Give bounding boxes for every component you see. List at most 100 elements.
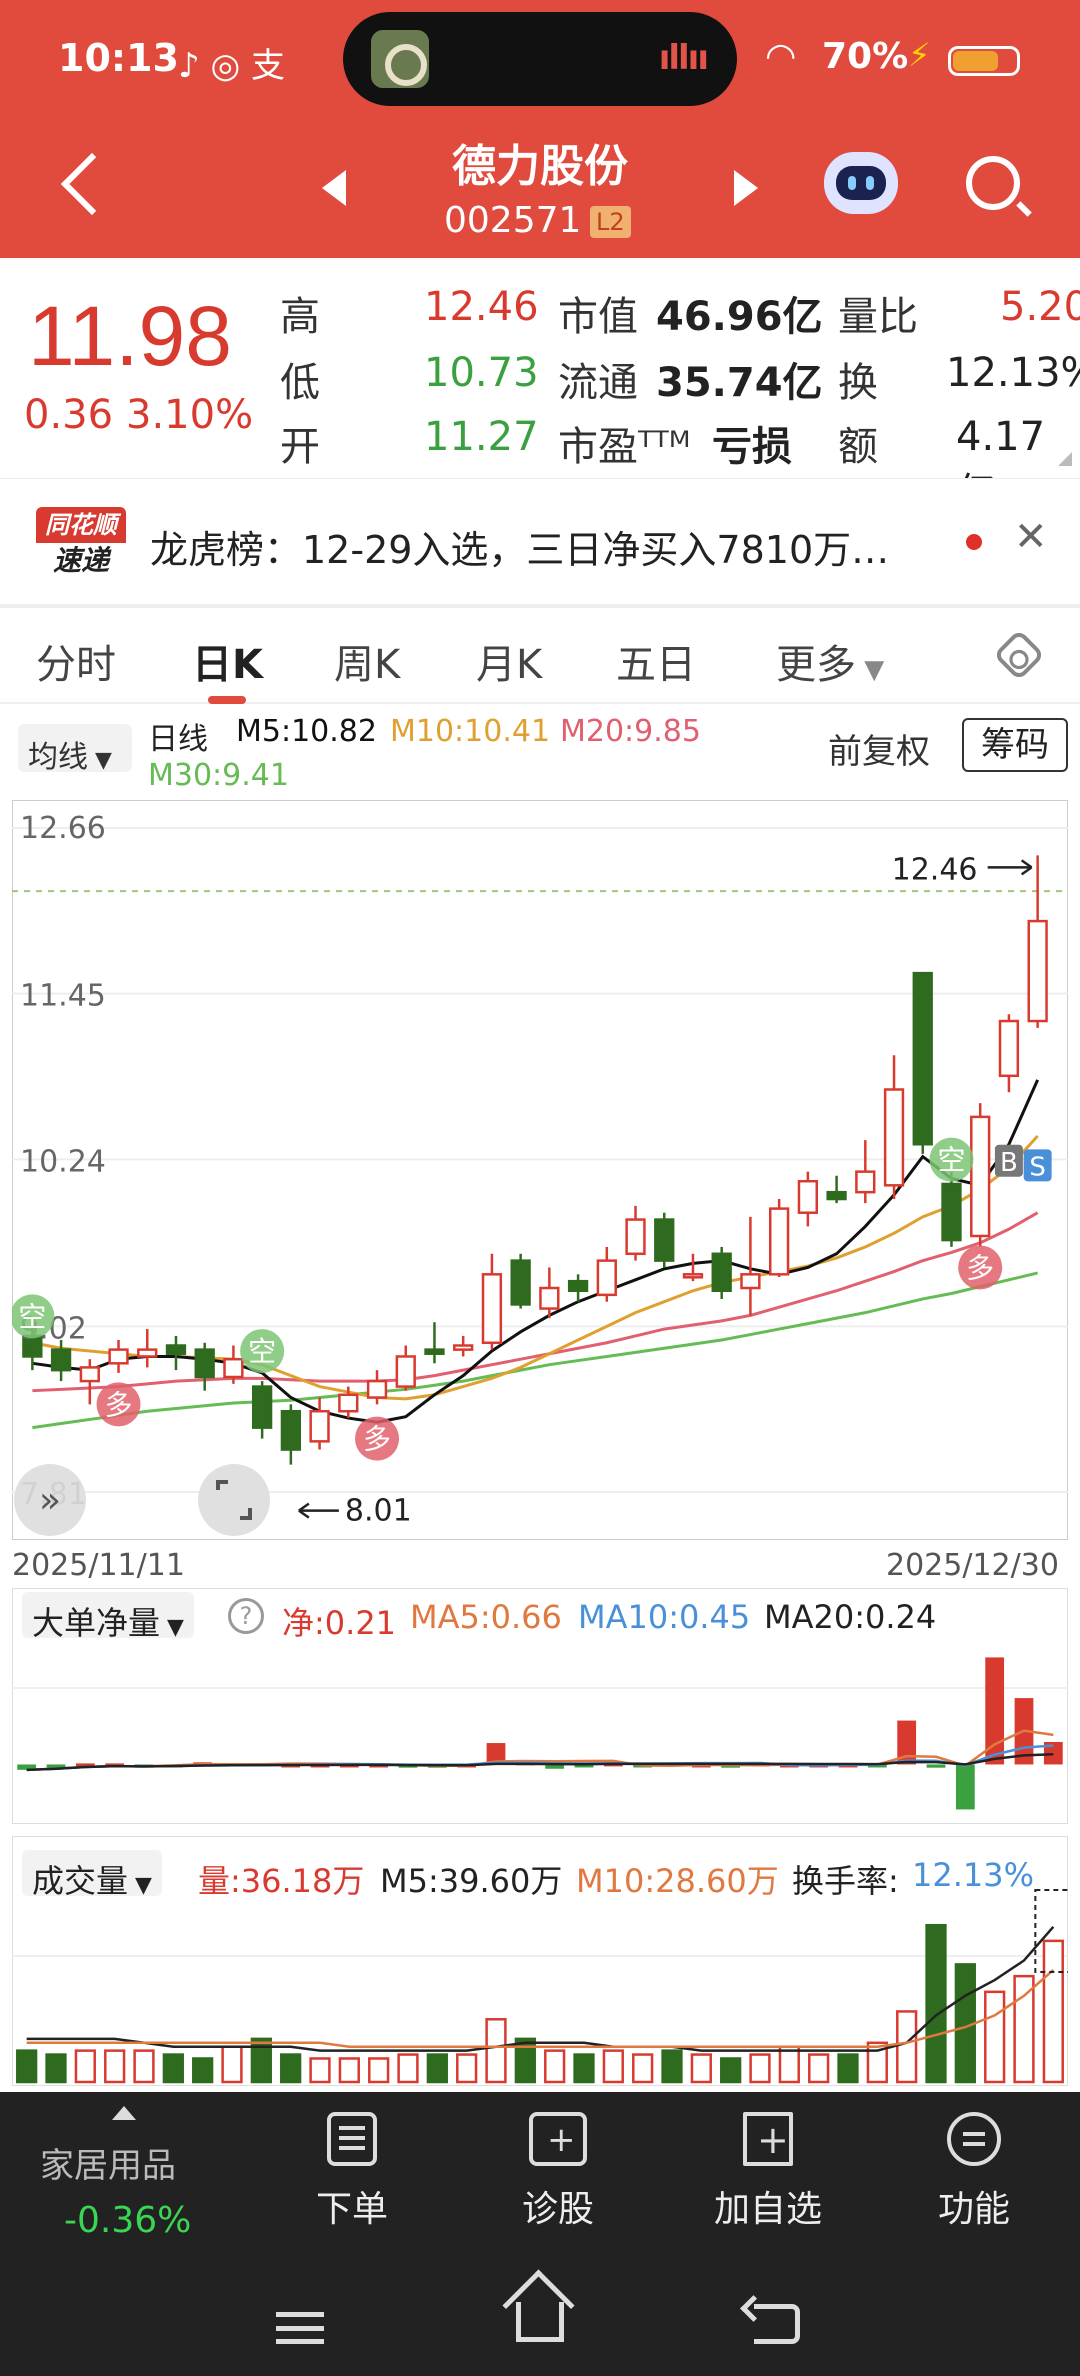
volume-bar-up — [778, 2045, 800, 2084]
fullscreen-button — [198, 1464, 270, 1536]
caret-down-icon: ▼ — [128, 1873, 152, 1898]
audio-wave-icon: ıllıı — [658, 38, 709, 78]
net-bar-positive — [985, 1657, 1005, 1765]
net-bar-negative — [545, 1764, 565, 1769]
ai-assistant-icon[interactable] — [824, 152, 898, 214]
volume-bar-down — [514, 2037, 536, 2084]
market-cap-value: 46.96亿 — [656, 294, 823, 340]
wifi-icon: ◠ — [765, 36, 797, 77]
volume-bar-up — [368, 2057, 390, 2084]
volume-bar-up — [1042, 1939, 1064, 2084]
diagnose-button[interactable]: + 诊股 — [488, 2112, 628, 2232]
candle-up — [137, 1348, 158, 1358]
duo-marker-bubble — [96, 1382, 141, 1427]
ma-selector[interactable]: 均线 ▼ — [18, 724, 132, 775]
volume-m10: M10:28.60万 — [576, 1862, 779, 1900]
candle-up — [998, 1019, 1020, 1078]
net-bar-negative — [955, 1764, 975, 1810]
volume-bar-down — [837, 2053, 859, 2084]
volume-bar-up — [485, 2018, 507, 2084]
home-icon[interactable] — [516, 2302, 564, 2342]
tab-more[interactable]: 更多 ▼ — [776, 632, 884, 690]
kong-marker-label: 空 — [18, 1300, 46, 1333]
volume-m10-line — [26, 1968, 1055, 2048]
candle-down — [280, 1409, 302, 1451]
volume-bar-up — [866, 2041, 888, 2084]
expand-corner-icon[interactable] — [1058, 452, 1072, 466]
status-bar: 10:13 ♪ ◎ 支 ıllıı ◠ 70% ⚡ — [0, 0, 1080, 122]
candle-up — [79, 1366, 100, 1383]
volume-bar-down — [573, 2053, 595, 2084]
add-watchlist-button[interactable]: + 加自选 — [698, 2112, 838, 2232]
ma20-line — [32, 1211, 1039, 1393]
order-button[interactable]: 下单 — [282, 2112, 422, 2232]
tab-monthly[interactable]: 月K — [476, 642, 543, 688]
news-ticker[interactable]: 同花顺 速递 龙虎榜：12-29入选，三日净买入7810万… — [0, 478, 1080, 604]
charging-icon: ⚡ — [908, 36, 931, 74]
search-icon[interactable] — [966, 156, 1020, 210]
candle-up — [223, 1357, 244, 1379]
tab-intraday[interactable]: 分时 — [36, 642, 116, 688]
ma20-label: M20:9.85 — [560, 714, 701, 749]
level2-badge[interactable]: L2 — [590, 206, 631, 238]
expand-up-icon[interactable] — [112, 2106, 136, 2120]
net-bar-negative — [926, 1764, 946, 1768]
candle-down — [711, 1252, 732, 1292]
help-icon[interactable]: ? — [228, 1598, 264, 1634]
net-indicator-selector[interactable]: 大单净量 ▼ — [22, 1592, 194, 1642]
kong-marker-label: 空 — [248, 1335, 276, 1368]
candle-up — [108, 1348, 129, 1365]
volume-indicator-selector[interactable]: 成交量 ▼ — [22, 1850, 162, 1900]
next-stock-icon[interactable] — [734, 170, 758, 206]
volume-bar-down — [280, 2053, 302, 2084]
volume-bar-down — [426, 2053, 448, 2084]
settings-icon[interactable] — [992, 628, 1046, 682]
active-tab-indicator — [208, 696, 246, 704]
volume-bar-up — [133, 2049, 155, 2084]
notification-icons: ♪ ◎ 支 — [178, 46, 285, 86]
volume-bar-down — [925, 1923, 947, 2084]
volume-bar-down — [250, 2037, 272, 2084]
price-change: 0.36 — [24, 392, 114, 438]
candle-up — [453, 1344, 474, 1351]
tab-weekly[interactable]: 周K — [334, 642, 401, 688]
stock-code: 002571 — [444, 200, 582, 241]
net-indicator-label: 大单净量 — [32, 1604, 161, 1642]
chart-frame — [12, 800, 1068, 1540]
adjust-button[interactable]: 前复权 — [828, 732, 930, 772]
volume-ratio-label: 量比 — [838, 294, 918, 340]
tab-daily[interactable]: 日K — [192, 642, 263, 688]
tab-five-day[interactable]: 五日 — [616, 642, 696, 688]
sector-name[interactable]: 家居用品 — [40, 2146, 176, 2186]
close-icon[interactable]: ✕ — [1014, 514, 1048, 560]
system-nav-bar — [0, 2292, 1080, 2376]
stock-name: 德力股份 — [452, 141, 628, 192]
chips-button[interactable]: 筹码 — [962, 718, 1068, 772]
candle-up — [625, 1218, 646, 1256]
function-label: 功能 — [937, 2189, 1010, 2230]
volume-chart[interactable] — [12, 1836, 1068, 2086]
period-label: 日线 — [148, 722, 208, 757]
sector-change: -0.36% — [64, 2200, 192, 2241]
selection-box — [1034, 1889, 1068, 1973]
prev-stock-icon[interactable] — [322, 170, 346, 206]
candle-up — [768, 1207, 790, 1276]
dynamic-island[interactable]: ıllıı — [343, 12, 737, 106]
function-button[interactable]: 功能 — [904, 2112, 1044, 2232]
net-bars — [12, 1657, 1068, 1810]
volume-bar-up — [690, 2053, 712, 2084]
recent-apps-icon[interactable] — [276, 2312, 324, 2344]
sell-tag-label: S — [1029, 1152, 1046, 1182]
candle-up — [395, 1355, 416, 1388]
kong-marker-bubble — [929, 1137, 974, 1182]
system-back-icon[interactable] — [754, 2304, 800, 2344]
ma30-line — [32, 1271, 1038, 1430]
high-value: 12.46 — [424, 284, 539, 330]
quote-panel: 11.98 0.36 3.10% 高 12.46 市值 46.96亿 量比 5.… — [0, 258, 1080, 516]
news-text[interactable]: 龙虎榜：12-29入选，三日净买入7810万… — [150, 528, 890, 572]
candle-up — [970, 1115, 991, 1238]
net-ma5: MA5:0.66 — [410, 1598, 562, 1636]
candle-down — [826, 1190, 847, 1201]
